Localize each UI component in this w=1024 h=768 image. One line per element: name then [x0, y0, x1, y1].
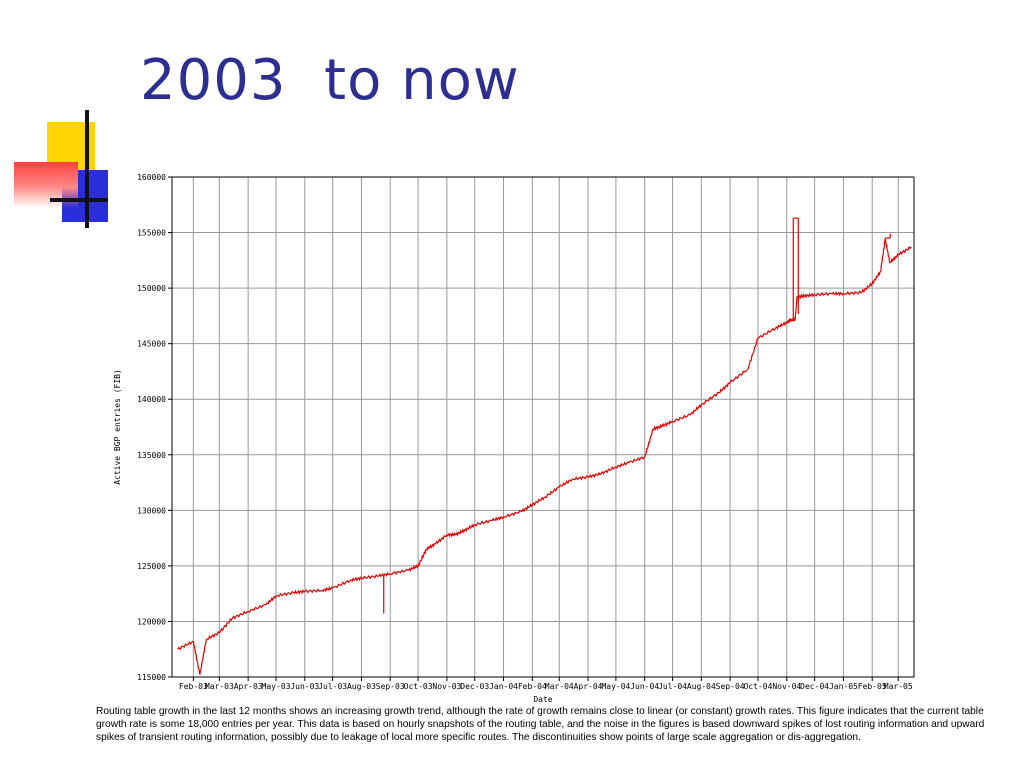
- x-tick-label: Apr-04: [574, 682, 603, 691]
- y-tick-label: 150000: [137, 284, 166, 293]
- x-tick-label: Mar-03: [205, 682, 234, 691]
- x-tick-label: Jul-04: [658, 682, 687, 691]
- x-axis-label: Date: [533, 695, 552, 704]
- x-tick-label: Sep-03: [376, 682, 405, 691]
- y-tick-label: 135000: [137, 451, 166, 460]
- x-tick-label: Feb-04: [518, 682, 547, 691]
- x-tick-label: Jan-05: [829, 682, 858, 691]
- plot-frame: [171, 176, 915, 678]
- x-tick-label: Jul-03: [318, 682, 347, 691]
- x-tick-label: Oct-03: [404, 682, 433, 691]
- x-tick-label: Aug-04: [687, 682, 716, 691]
- x-tick-label: Feb-05: [858, 682, 887, 691]
- x-tick-label: Feb-03: [179, 682, 208, 691]
- vertical-line-decoration: [85, 110, 89, 228]
- x-tick-label: Sep-04: [716, 682, 745, 691]
- y-tick-label: 125000: [137, 562, 166, 571]
- slide-title: 2003 to now: [140, 48, 520, 113]
- x-tick-label: Mar-04: [545, 682, 574, 691]
- y-tick-label: 145000: [137, 340, 166, 349]
- y-tick-label: 155000: [137, 229, 166, 238]
- series-line: [177, 237, 912, 675]
- x-tick-label: Nov-04: [772, 682, 801, 691]
- y-tick-label: 160000: [137, 173, 166, 182]
- x-tick-label: Nov-03: [432, 682, 461, 691]
- y-tick-label: 140000: [137, 395, 166, 404]
- bgp-growth-chart: 115000 120000 125000 130000 135000 140000 1450…: [100, 165, 930, 710]
- x-tick-label: Dec-04: [800, 682, 829, 691]
- x-tick-label: May-04: [601, 682, 630, 691]
- x-tick-label: Jan-04: [489, 682, 518, 691]
- chart-svg: 115000 120000 125000 130000 135000 140000 1450…: [113, 173, 915, 704]
- x-tick-label: Apr-03: [234, 682, 263, 691]
- x-tick-label: Oct-04: [744, 682, 773, 691]
- x-tick-label: May-03: [262, 682, 291, 691]
- slide-caption: Routing table growth in the last 12 mont…: [96, 706, 985, 743]
- x-tick-label: Aug-03: [347, 682, 376, 691]
- y-tick-label: 130000: [137, 506, 166, 515]
- x-tick-label: Jun-04: [630, 682, 659, 691]
- x-tick-label: Jun-03: [290, 682, 319, 691]
- y-tick-label: 115000: [137, 673, 166, 682]
- y-axis-label: Active BGP entries (FIB): [113, 369, 122, 485]
- x-tick-label: Dec-03: [460, 682, 489, 691]
- x-tick-label: Mar-05: [884, 682, 913, 691]
- corner-decoration: [0, 0, 130, 240]
- y-tick-label: 120000: [137, 617, 166, 626]
- horizontal-line-decoration: [50, 198, 108, 202]
